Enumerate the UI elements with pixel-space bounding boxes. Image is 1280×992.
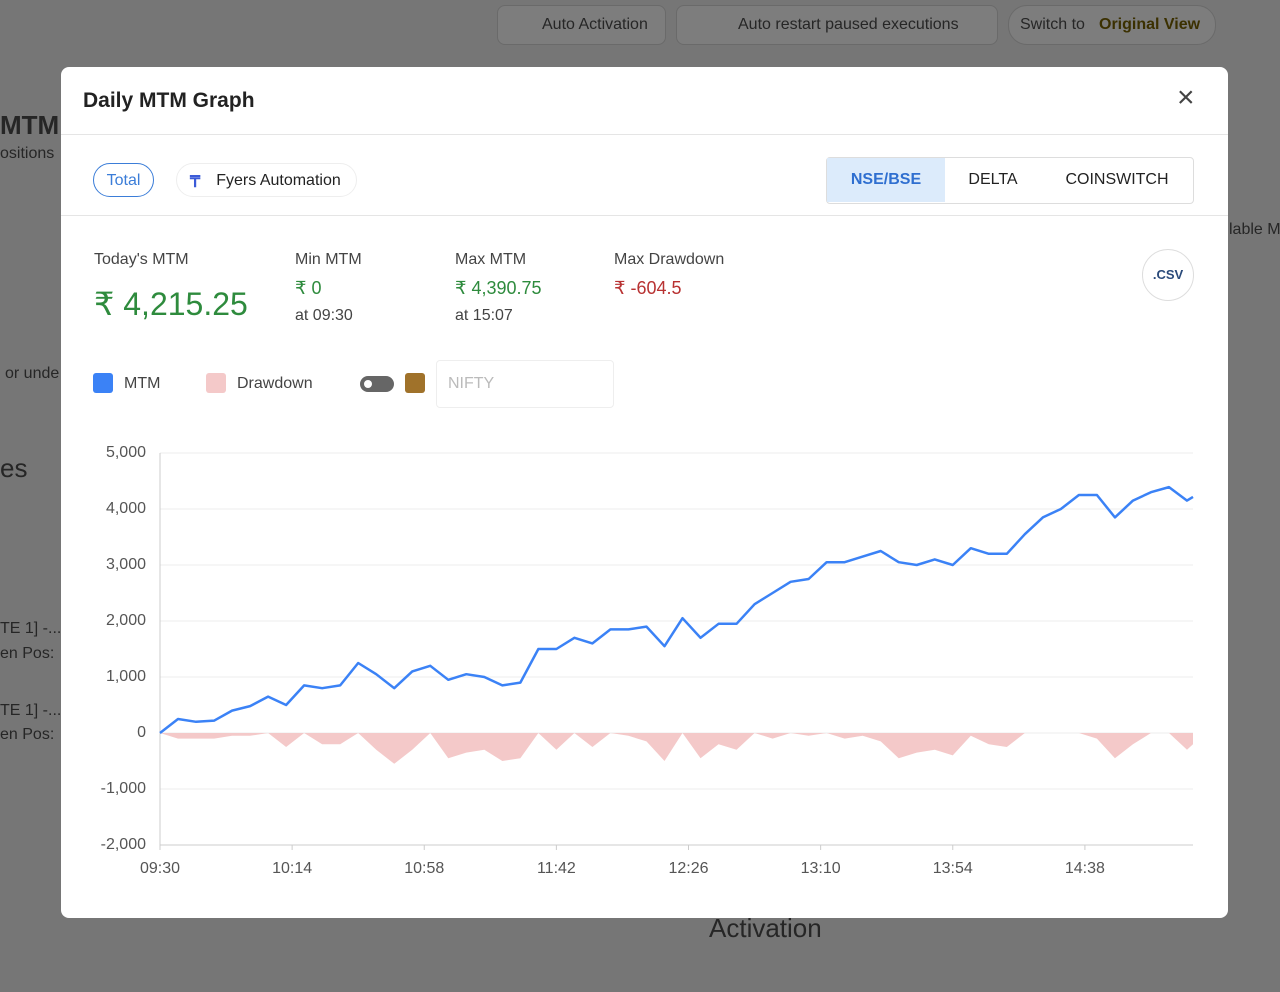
y-tick-label: -1,000 (101, 780, 146, 797)
y-tick-label: 4,000 (106, 500, 146, 517)
y-tick-label: 2,000 (106, 612, 146, 629)
right-text: lable M (1229, 221, 1280, 238)
stat-label: Max Drawdown (614, 251, 725, 268)
row-title: TE 1] -... (0, 702, 62, 719)
drawdown-area (160, 733, 1193, 764)
legend-swatch (206, 373, 226, 393)
legend-label: Drawdown (237, 375, 313, 392)
legend-label: MTM (124, 375, 161, 392)
tab-delta[interactable]: DELTA (968, 171, 1018, 188)
auto-restart: Auto restart paused executions (738, 16, 959, 33)
modal: Daily MTM Graph × Total Fyers Automation… (61, 67, 1228, 918)
tab-nse[interactable]: NSE/BSE (827, 158, 945, 202)
stat-label: Max MTM (455, 251, 527, 268)
nifty-placeholder: NIFTY (448, 375, 495, 392)
x-tick-label: 14:38 (1065, 860, 1105, 877)
tab-coinswitch[interactable]: COINSWITCH (1065, 171, 1169, 188)
row-sub: en Pos: (0, 645, 55, 662)
stat-time: at 15:07 (455, 307, 513, 324)
divider (61, 215, 1228, 216)
y-tick-label: 1,000 (106, 668, 146, 685)
csv-button[interactable]: .CSV (1142, 249, 1194, 301)
x-tick-label: 10:58 (404, 860, 444, 877)
close-button[interactable]: × (1177, 81, 1195, 114)
auto-activation: Auto Activation (542, 16, 648, 33)
y-tick-label: 5,000 (106, 444, 146, 461)
row-sub: en Pos: (0, 726, 55, 743)
chart: -2,000 -1,000 0 1,000 2,000 3,000 4,000 5,000 09… (101, 444, 1194, 877)
stat-value: ₹ 4,390.75 (455, 278, 542, 298)
fyers-icon: ₸ (190, 174, 201, 191)
chip-total[interactable]: Total (93, 163, 154, 197)
x-tick-label: 09:30 (140, 860, 180, 877)
stat-label: Min MTM (295, 251, 362, 268)
stat-value: ₹ -604.5 (614, 278, 682, 298)
left-heading: es (0, 453, 28, 483)
legend-swatch (93, 373, 113, 393)
mtm-line (159, 485, 1194, 734)
modal-title: Daily MTM Graph (83, 89, 255, 112)
left-sub: ositions (0, 145, 55, 162)
x-tick-label: 13:54 (933, 860, 973, 877)
nifty-input[interactable] (436, 360, 614, 408)
y-tick-label: 0 (137, 724, 146, 741)
chip-fyers[interactable]: Fyers Automation (176, 163, 357, 197)
stat-value: ₹ 4,215.25 (94, 286, 248, 322)
x-tick-label: 10:14 (272, 860, 312, 877)
switch-view[interactable] (1008, 5, 1216, 45)
row-title: TE 1] -... (0, 620, 62, 637)
stat-label: Today's MTM (94, 251, 189, 268)
bottom-heading: Activation (709, 913, 822, 943)
left-title: MTM (0, 110, 60, 140)
x-tick-label: 11:42 (537, 860, 576, 877)
divider (61, 134, 1228, 135)
x-tick-label: 12:26 (668, 860, 708, 877)
original-view: Original View (1099, 16, 1201, 33)
nifty-toggle[interactable] (360, 376, 394, 392)
switch-to: Switch to (1020, 16, 1085, 33)
x-tick-label: 13:10 (801, 860, 841, 877)
stat-time: at 09:30 (295, 307, 353, 324)
y-tick-label: 3,000 (106, 556, 146, 573)
stat-value: ₹ 0 (295, 278, 322, 298)
y-tick-label: -2,000 (101, 836, 146, 853)
auto-activation-button[interactable] (497, 5, 666, 45)
exchange-tabs: NSE/BSE DELTA COINSWITCH (826, 157, 1194, 204)
nifty-swatch (405, 373, 425, 393)
left-search: or unde (5, 365, 60, 382)
auto-restart-box[interactable] (676, 5, 998, 45)
